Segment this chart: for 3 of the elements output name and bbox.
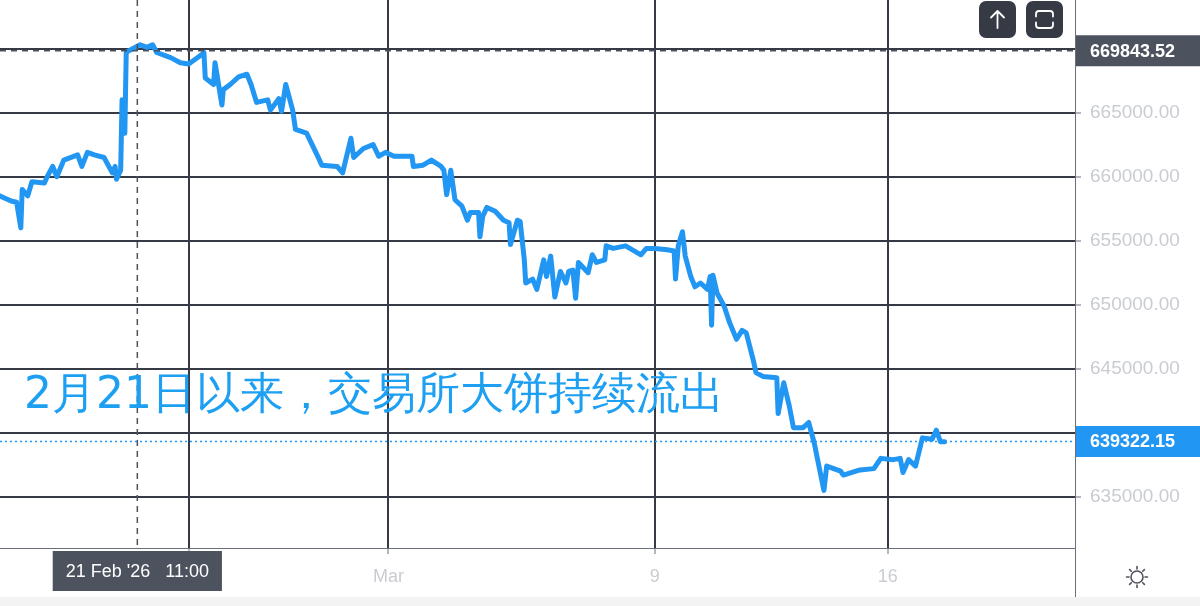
ref-line-label: 669843.52 <box>1090 40 1176 61</box>
ref-line-label: 21 Feb '26 11:00 <box>65 560 209 581</box>
ref-line-label: 639322.15 <box>1090 431 1176 452</box>
